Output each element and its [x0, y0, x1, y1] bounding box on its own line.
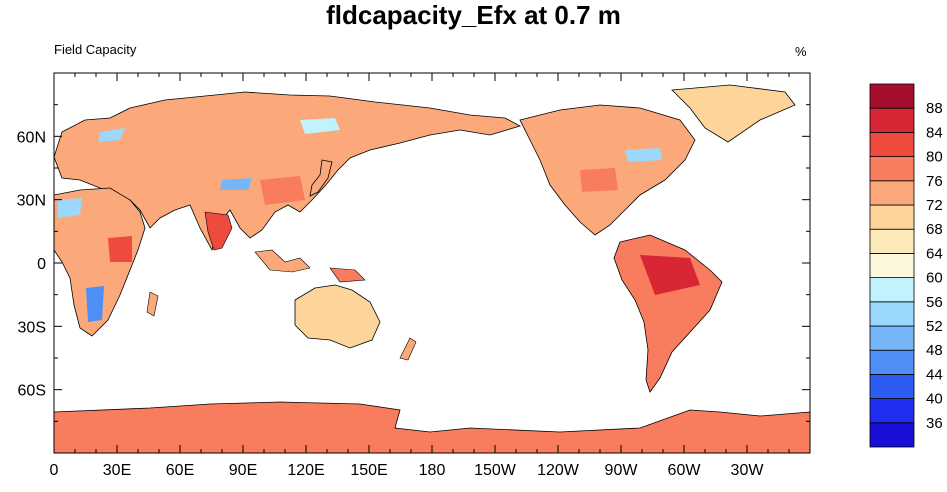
y-tick-label: 30N — [17, 193, 46, 210]
x-tick-label: 30W — [731, 462, 765, 479]
x-tick-label: 180 — [419, 462, 446, 479]
colorbar-box — [869, 301, 915, 327]
y-tick-label: 0 — [37, 256, 46, 273]
colorbar-box — [869, 422, 915, 448]
land-west-africa-blue — [58, 198, 82, 218]
axis-ticks: 0 30E 60E 90E 120E 150E 180 150W 120W 90W 60W 30W 60… — [17, 73, 810, 479]
land-layer — [54, 84, 810, 453]
left-subtitle: Field Capacity — [54, 42, 137, 57]
land-eurasia — [54, 91, 522, 252]
land-us-red — [580, 168, 618, 192]
y-tick-label: 30S — [18, 319, 46, 336]
colorbar-label: 44 — [926, 366, 943, 383]
land-japan — [309, 159, 333, 197]
colorbar-box — [869, 156, 915, 182]
colorbar-label: 80 — [926, 149, 943, 166]
land-australia — [294, 284, 381, 349]
land-china-red — [260, 176, 305, 205]
colorbar-label: 76 — [926, 173, 943, 190]
colorbar-box — [869, 180, 915, 206]
land-siberia-blue — [300, 118, 340, 134]
colorbar-box — [869, 349, 915, 375]
land-amazon-red — [640, 255, 700, 295]
map-title: fldcapacity_Efx at 0.7 m — [326, 0, 621, 30]
land-new-guinea — [329, 267, 366, 283]
colorbar-label: 56 — [926, 294, 943, 311]
colorbar-box — [869, 83, 915, 109]
colorbar-label: 36 — [926, 415, 943, 432]
x-tick-label: 60W — [668, 462, 702, 479]
x-tick-label: 30E — [103, 462, 131, 479]
colorbar-label: 48 — [926, 342, 943, 359]
colorbar-box — [869, 228, 915, 254]
colorbar-box — [869, 107, 915, 133]
colorbar-box — [869, 373, 915, 399]
x-tick-label: 90W — [605, 462, 639, 479]
land-africa — [54, 187, 146, 337]
x-tick-label: 120E — [287, 462, 324, 479]
x-tick-label: 120W — [537, 462, 580, 479]
land-greenland — [671, 84, 796, 143]
land-europe-blue — [98, 128, 125, 142]
land-indonesia — [254, 249, 311, 273]
colorbar-label: 40 — [926, 391, 943, 408]
x-tick-label: 150W — [474, 462, 517, 479]
land-central-africa-red — [108, 236, 132, 262]
colorbar-label: 84 — [926, 124, 943, 141]
colorbar-label: 68 — [926, 221, 943, 238]
colorbar: 36 40 44 48 52 56 60 64 68 72 76 80 84 88 — [869, 83, 943, 448]
colorbar-label: 60 — [926, 270, 943, 287]
land-canada-blue — [625, 148, 662, 162]
colorbar-box — [869, 325, 915, 351]
x-tick-label: 0 — [50, 462, 59, 479]
colorbar-label: 88 — [926, 100, 943, 117]
land-new-zealand — [399, 337, 417, 361]
units-label: % — [795, 44, 807, 59]
x-tick-label: 150E — [350, 462, 387, 479]
colorbar-box — [869, 398, 915, 424]
y-tick-label: 60S — [18, 383, 46, 400]
colorbar-label: 52 — [926, 318, 943, 335]
land-central-asia-blue — [220, 178, 252, 190]
x-tick-label: 60E — [166, 462, 194, 479]
colorbar-label: 72 — [926, 197, 943, 214]
colorbar-box — [869, 252, 915, 278]
colorbar-box — [869, 131, 915, 157]
colorbar-label: 64 — [926, 245, 943, 262]
y-tick-label: 60N — [17, 129, 46, 146]
colorbar-box — [869, 277, 915, 303]
x-tick-label: 90E — [229, 462, 257, 479]
land-madagascar — [146, 291, 159, 317]
land-antarctica — [54, 401, 810, 453]
land-southern-africa-blue — [86, 286, 104, 322]
colorbar-box — [869, 204, 915, 230]
land-india — [204, 211, 233, 251]
